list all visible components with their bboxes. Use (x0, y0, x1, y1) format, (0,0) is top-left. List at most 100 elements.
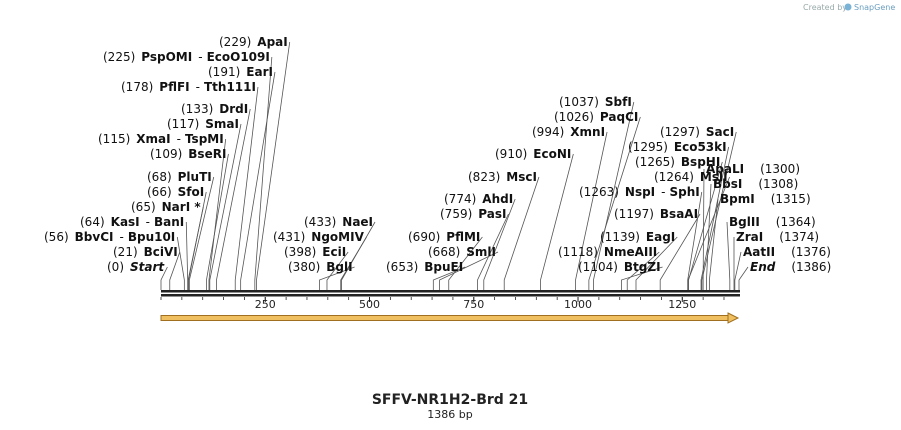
cut-site-line (188, 176, 215, 290)
cut-site-label[interactable]: (431) NgoMIV (273, 230, 365, 244)
cut-site-line (575, 131, 608, 290)
cut-site-position: (1295) (628, 140, 668, 154)
cut-site-position: (191) (208, 65, 240, 79)
cut-site-label[interactable]: (65) NarI * (131, 200, 201, 214)
cut-site-line (702, 168, 705, 290)
cut-site-position: (1263) (579, 185, 619, 199)
cut-site-label[interactable]: (1037) SbfI (559, 95, 632, 109)
cut-site-label[interactable]: (1295) Eco53kI (628, 140, 727, 154)
cut-site-separator: - (196, 80, 200, 94)
cut-site-label[interactable]: (1263) NspI - SphI (579, 185, 700, 199)
cut-site-labels: (229) ApaI(225) PspOMI - EcoO109I(191) EarI(1… (44, 35, 831, 274)
feature-arrow[interactable] (160, 312, 740, 324)
cut-site-label[interactable]: (690) PflMI (408, 230, 480, 244)
cut-site-enzyme: NarI * (162, 200, 202, 214)
cut-site-enzyme: BglI (326, 260, 352, 274)
cut-site-label[interactable]: BbsI (1308) (713, 177, 798, 191)
cut-site-label[interactable]: (225) PspOMI - EcoO109I (103, 50, 270, 64)
cut-site-label[interactable]: (398) EciI (284, 245, 346, 259)
cut-site-enzyme: ZraI (736, 230, 763, 244)
cut-site-label[interactable]: (668) SmlI (428, 245, 496, 259)
cut-site-label[interactable]: (1297) SacI (660, 125, 734, 139)
cut-site-line (659, 213, 701, 290)
axis-tick-label: 750 (463, 298, 484, 311)
cut-site-line (734, 251, 742, 290)
cut-site-enzyme: EciI (322, 245, 346, 259)
cut-site-position: (759) (440, 207, 472, 221)
cut-site-enzyme: EcoNI (533, 147, 571, 161)
cut-site-label[interactable]: (117) SmaI (167, 117, 239, 131)
cut-site-position: (380) (288, 260, 320, 274)
cut-site-position: (229) (219, 35, 251, 49)
cut-site-position: (1364) (776, 215, 816, 229)
cut-site-enzyme: BtgZI (624, 260, 661, 274)
cut-site-label[interactable]: (823) MscI (468, 170, 537, 184)
sequence-length: 1386 bp (427, 408, 472, 421)
cut-site-label[interactable]: (133) DrdI (181, 102, 248, 116)
cut-site-label[interactable]: (229) ApaI (219, 35, 288, 49)
cut-site-enzyme: PluTI (178, 170, 212, 184)
cut-site-enzyme: AatII (743, 245, 775, 259)
cut-site-label[interactable]: (994) XmnI (532, 125, 605, 139)
cut-site-enzyme: XmnI (570, 125, 605, 139)
axis-tick-label: 1000 (564, 298, 592, 311)
cut-site-enzyme: NspI (625, 185, 655, 199)
cut-site-position: (117) (167, 117, 199, 131)
cut-site-position: (1265) (635, 155, 675, 169)
cut-site-label[interactable]: (0) Start (107, 260, 165, 274)
cut-site-label[interactable]: (1104) BtgZI (578, 260, 661, 274)
cut-site-label[interactable]: ApaLI (1300) (706, 162, 800, 176)
cut-site-position: (68) (147, 170, 172, 184)
cut-site-label[interactable]: (1026) PaqCI (554, 110, 638, 124)
cut-site-separator: - (661, 185, 665, 199)
cut-site-line (448, 236, 483, 290)
cut-site-enzyme: ApaLI (706, 162, 744, 176)
cut-site-label[interactable]: BpmI (1315) (720, 192, 811, 206)
cut-site-label[interactable]: (759) PasI (440, 207, 506, 221)
cut-site-enzyme: BglII (729, 215, 760, 229)
cut-site-line (483, 198, 516, 290)
cut-site-label[interactable]: BglII (1364) (729, 215, 816, 229)
cut-site-label[interactable]: (653) BpuEI (386, 260, 463, 274)
cut-site-label[interactable]: (1265) BspHI (635, 155, 720, 169)
cut-site-label[interactable]: (1118) NmeAIII (558, 245, 657, 259)
cut-site-label[interactable]: End (1386) (750, 260, 831, 274)
cut-site-enzyme: NaeI (342, 215, 373, 229)
cut-site-enzyme: Start (130, 260, 165, 274)
cut-site-enzyme: Eco53kI (674, 140, 727, 154)
cut-site-label[interactable]: (1139) EagI (600, 230, 675, 244)
cut-site-label[interactable]: (68) PluTI (147, 170, 212, 184)
cut-site-label[interactable]: AatII (1376) (743, 245, 831, 259)
cut-site-line (160, 266, 168, 290)
backbone-strand-top (161, 290, 740, 293)
cut-site-enzyme: SbfI (605, 95, 632, 109)
cut-site-line (340, 236, 367, 290)
cut-site-enzyme: PflMI (446, 230, 480, 244)
cut-site-position: (109) (150, 147, 182, 161)
cut-site-line (635, 236, 678, 290)
cut-site-line (477, 213, 509, 290)
cut-site-label[interactable]: (64) KasI - BanI (80, 215, 184, 229)
cut-site-position: (690) (408, 230, 440, 244)
cut-site-separator: - (146, 215, 150, 229)
cut-site-label[interactable]: (178) PflFI - Tth111I (121, 80, 256, 94)
cut-site-position: (178) (121, 80, 153, 94)
cut-site-label[interactable]: (774) AhdI (444, 192, 513, 206)
axis-tick-label: 1250 (668, 298, 696, 311)
cut-site-line (209, 123, 242, 290)
cut-site-label[interactable]: (1264) MslI (654, 170, 728, 184)
cut-site-label[interactable]: (191) EarI (208, 65, 273, 79)
cut-site-enzyme: SmaI (205, 117, 239, 131)
cut-site-label[interactable]: (109) BseRI (150, 147, 226, 161)
cut-site-label[interactable]: (115) XmaI - TspMI (98, 132, 224, 146)
cut-site-label[interactable]: (56) BbvCI - Bpu10I (44, 230, 175, 244)
cut-site-label[interactable]: (380) BglI (288, 260, 353, 274)
cut-site-label[interactable]: (1197) BsaAI (614, 207, 698, 221)
cut-site-label[interactable]: (910) EcoNI (495, 147, 571, 161)
cut-site-label[interactable]: (66) SfoI (147, 185, 204, 199)
cut-site-label[interactable]: (433) NaeI (304, 215, 373, 229)
cut-site-label[interactable]: ZraI (1374) (736, 230, 819, 244)
sequence-backbone (161, 290, 740, 297)
cut-site-line (256, 41, 291, 290)
cut-site-label[interactable]: (21) BciVI (113, 245, 178, 259)
